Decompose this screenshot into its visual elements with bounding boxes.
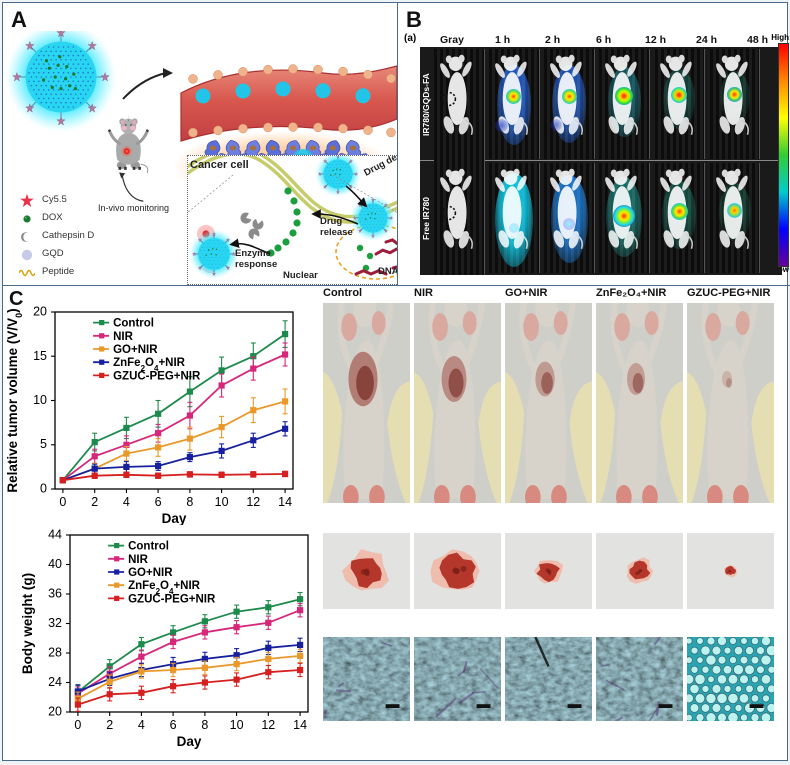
svg-text:0: 0 (59, 495, 66, 509)
svg-text:GZUC-PEG+NIR: GZUC-PEG+NIR (128, 593, 216, 605)
svg-text:0: 0 (74, 718, 81, 732)
svg-text:20: 20 (33, 305, 47, 319)
svg-text:44: 44 (48, 528, 62, 542)
svg-text:Day: Day (162, 511, 187, 526)
svg-text:10: 10 (33, 393, 47, 407)
svg-text:2: 2 (91, 495, 98, 509)
svg-text:Nuclear: Nuclear (283, 270, 318, 281)
svg-text:36: 36 (48, 587, 62, 601)
svg-text:6: 6 (155, 495, 162, 509)
svg-text:10: 10 (215, 495, 229, 509)
svg-text:4: 4 (138, 718, 145, 732)
svg-text:Control: Control (113, 318, 154, 330)
svg-text:28: 28 (48, 646, 62, 660)
svg-text:DNA: DNA (378, 266, 398, 277)
svg-text:Day: Day (177, 734, 202, 749)
svg-text:8: 8 (186, 495, 193, 509)
svg-text:NIR: NIR (128, 554, 149, 566)
svg-text:6: 6 (170, 718, 177, 732)
svg-text:4: 4 (123, 495, 130, 509)
svg-text:Drug delivery: Drug delivery (362, 156, 398, 179)
svg-text:0: 0 (40, 482, 47, 496)
svg-text:12: 12 (246, 495, 260, 509)
svg-text:Control: Control (128, 541, 169, 553)
svg-text:10: 10 (230, 718, 244, 732)
svg-text:15: 15 (33, 349, 47, 363)
svg-text:Enzyme: Enzyme (235, 248, 271, 259)
svg-text:20: 20 (48, 705, 62, 719)
svg-text:5: 5 (40, 437, 47, 451)
svg-text:14: 14 (278, 495, 292, 509)
svg-text:GO+NIR: GO+NIR (113, 344, 158, 356)
svg-text:Drug: Drug (320, 216, 342, 227)
svg-text:GZUC-PEG+NIR: GZUC-PEG+NIR (113, 370, 201, 382)
svg-text:14: 14 (293, 718, 307, 732)
svg-text:GO+NIR: GO+NIR (128, 567, 173, 579)
svg-text:40: 40 (48, 557, 62, 571)
svg-text:32: 32 (48, 616, 62, 630)
svg-text:8: 8 (201, 718, 208, 732)
svg-text:2: 2 (106, 718, 113, 732)
svg-text:NIR: NIR (113, 331, 134, 343)
svg-text:Cancer cell: Cancer cell (190, 159, 249, 171)
svg-text:12: 12 (261, 718, 275, 732)
svg-text:release: release (320, 227, 353, 238)
svg-text:24: 24 (48, 675, 62, 689)
svg-text:response: response (235, 259, 277, 270)
svg-text:Body weight (g): Body weight (g) (20, 573, 35, 674)
